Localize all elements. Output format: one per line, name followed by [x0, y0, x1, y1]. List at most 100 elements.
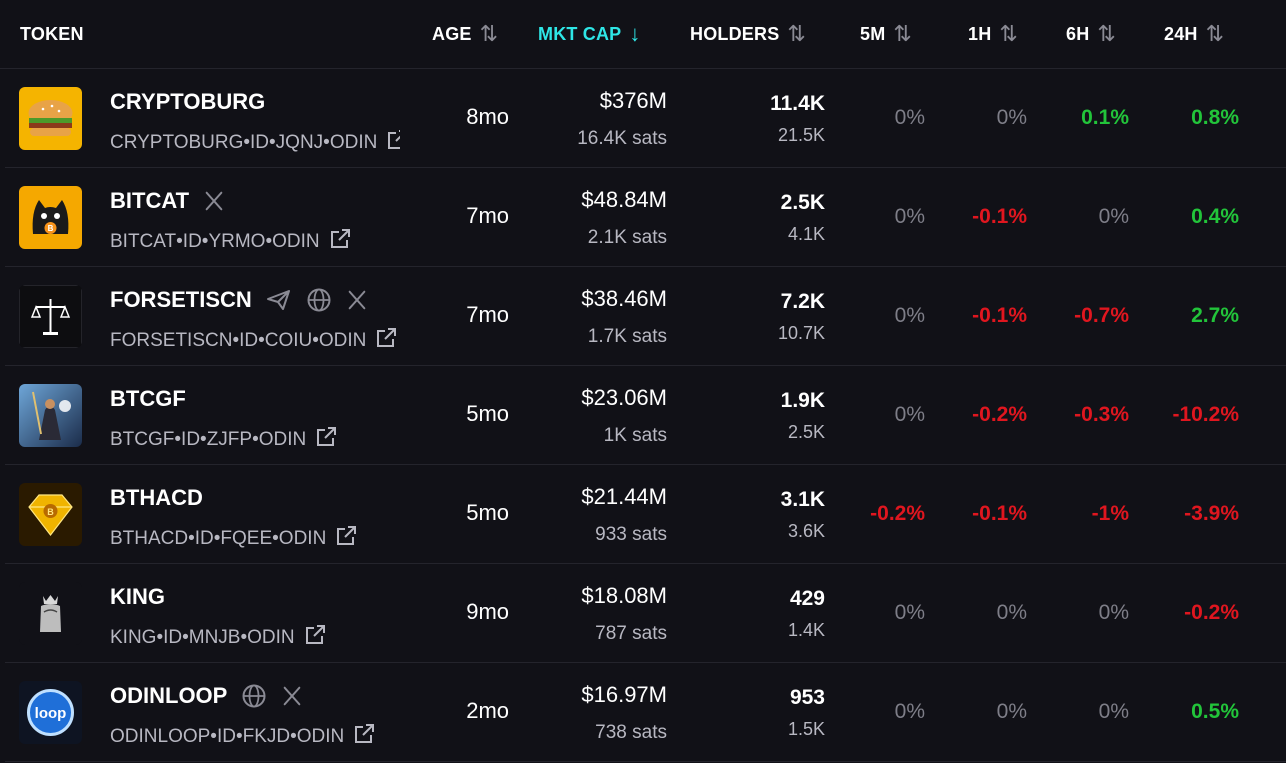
holders-count: 953 — [789, 686, 825, 709]
holders-secondary: 1.4K — [787, 620, 825, 640]
change-6h: -0.3% — [1074, 403, 1129, 426]
token-age: 5mo — [466, 500, 509, 525]
table-body: CRYPTOBURG CRYPTOBURG•ID•JQNJ•ODIN 8mo $… — [5, 69, 1286, 762]
token-name[interactable]: ODINLOOP — [110, 683, 228, 708]
table-header: TOKEN AGE ⇅ MKT CAP ↓ HOLDERS ⇅ 5M ⇅ 1H ⇅ 6H ⇅… — [0, 0, 1286, 69]
change-1h: 0% — [996, 700, 1027, 723]
token-avatar[interactable] — [19, 582, 82, 645]
header-mkt-cap-label: MKT CAP — [538, 23, 622, 44]
change-1h: 0% — [996, 601, 1027, 624]
market-cap: $38.46M — [581, 286, 667, 311]
token-age: 7mo — [466, 302, 509, 327]
table-row[interactable]: loop ODINLOOP ODINLOOP•ID•FKJD•ODIN 2mo … — [5, 663, 1286, 762]
sort-desc-icon: ↓ — [629, 21, 641, 46]
change-24h: 0.8% — [1191, 106, 1239, 129]
globe-icon[interactable] — [306, 287, 332, 313]
change-24h: -10.2% — [1172, 403, 1239, 426]
sort-icon: ⇅ — [1097, 21, 1117, 46]
market-cap: $48.84M — [581, 187, 667, 212]
token-avatar[interactable]: loop — [19, 681, 82, 744]
token-name[interactable]: FORSETISCN — [110, 287, 252, 312]
x-icon[interactable] — [203, 190, 225, 212]
header-24h-label: 24H — [1164, 23, 1198, 44]
header-mkt-cap[interactable]: MKT CAP ↓ — [538, 0, 641, 68]
change-1h: -0.1% — [972, 205, 1027, 228]
market-cap: $376M — [599, 88, 667, 113]
header-24h[interactable]: 24H ⇅ — [1164, 0, 1224, 68]
price-sats: 2.1K sats — [587, 227, 667, 248]
table-row[interactable]: KING KING•ID•MNJB•ODIN 9mo $18.08M 787 s… — [5, 564, 1286, 663]
table-row[interactable]: B BTHACD BTHACD•ID•FQEE•ODIN 5mo $21.44M… — [5, 465, 1286, 564]
market-cap: $16.97M — [581, 682, 667, 707]
table-row[interactable]: BTCGF BTCGF•ID•ZJFP•ODIN 5mo $23.06M 1K … — [5, 366, 1286, 465]
change-5m: 0% — [894, 601, 925, 624]
external-link-icon[interactable] — [352, 722, 376, 752]
change-5m: 0% — [894, 205, 925, 228]
x-icon[interactable] — [346, 287, 368, 313]
external-link-icon[interactable] — [303, 623, 327, 653]
external-link-icon[interactable] — [374, 326, 398, 356]
token-name[interactable]: BTHACD — [110, 485, 203, 510]
price-sats: 1K sats — [603, 425, 667, 446]
market-cap: $21.44M — [581, 484, 667, 509]
token-avatar[interactable] — [19, 285, 82, 348]
table-row[interactable]: CRYPTOBURG CRYPTOBURG•ID•JQNJ•ODIN 8mo $… — [5, 69, 1286, 168]
table-row[interactable]: B BITCAT BITCAT•ID•YRMO•ODIN 7mo $48.84M… — [5, 168, 1286, 267]
price-sats: 16.4K sats — [577, 128, 667, 149]
token-age: 9mo — [466, 599, 509, 624]
header-holders[interactable]: HOLDERS ⇅ — [690, 0, 806, 68]
token-avatar[interactable] — [19, 87, 82, 150]
token-id: FORSETISCN•ID•COIU•ODIN — [110, 330, 367, 351]
token-age: 7mo — [466, 203, 509, 228]
token-avatar[interactable] — [19, 384, 82, 447]
market-cap: $18.08M — [581, 583, 667, 608]
external-link-icon[interactable] — [385, 128, 400, 158]
holders-secondary: 21.5K — [777, 125, 825, 145]
change-1h: -0.2% — [972, 403, 1027, 426]
holders-count: 3.1K — [780, 488, 825, 511]
header-5m[interactable]: 5M ⇅ — [860, 0, 912, 68]
header-1h[interactable]: 1H ⇅ — [968, 0, 1018, 68]
globe-icon[interactable] — [241, 683, 267, 709]
token-id: BITCAT•ID•YRMO•ODIN — [110, 231, 320, 252]
header-6h[interactable]: 6H ⇅ — [1066, 0, 1116, 68]
table-row[interactable]: FORSETISCN FORSETISCN•ID•COIU•ODIN 7mo $… — [5, 267, 1286, 366]
sort-icon: ⇅ — [893, 21, 913, 46]
token-name[interactable]: CRYPTOBURG — [110, 89, 266, 114]
header-token[interactable]: TOKEN — [20, 0, 84, 68]
change-24h: 2.7% — [1191, 304, 1239, 327]
holders-secondary: 1.5K — [787, 719, 825, 739]
change-24h: 0.4% — [1191, 205, 1239, 228]
social-links — [266, 287, 368, 313]
token-name[interactable]: KING — [110, 584, 165, 609]
external-link-icon[interactable] — [328, 227, 352, 257]
change-24h: -0.2% — [1184, 601, 1239, 624]
header-token-label: TOKEN — [20, 23, 84, 44]
token-age: 5mo — [466, 401, 509, 426]
token-avatar[interactable]: B — [19, 186, 82, 249]
change-6h: -0.7% — [1074, 304, 1129, 327]
header-age[interactable]: AGE ⇅ — [432, 0, 498, 68]
social-links — [203, 190, 225, 212]
change-24h: -3.9% — [1184, 502, 1239, 525]
telegram-icon[interactable] — [266, 287, 292, 313]
svg-text:loop: loop — [35, 705, 67, 722]
svg-text:B: B — [48, 224, 54, 233]
external-link-icon[interactable] — [334, 524, 358, 554]
holders-secondary: 10.7K — [777, 323, 825, 343]
header-holders-label: HOLDERS — [690, 23, 780, 44]
x-icon[interactable] — [281, 683, 303, 709]
token-avatar[interactable]: B — [19, 483, 82, 546]
change-5m: 0% — [894, 106, 925, 129]
token-age: 2mo — [466, 698, 509, 723]
holders-secondary: 2.5K — [787, 422, 825, 442]
external-link-icon[interactable] — [314, 425, 338, 455]
token-id: CRYPTOBURG•ID•JQNJ•ODIN — [110, 132, 378, 153]
holders-secondary: 4.1K — [787, 224, 825, 244]
sort-icon: ⇅ — [999, 21, 1019, 46]
holders-count: 11.4K — [770, 92, 825, 115]
change-5m: -0.2% — [870, 502, 925, 525]
token-name[interactable]: BITCAT — [110, 188, 190, 213]
token-name[interactable]: BTCGF — [110, 386, 186, 411]
